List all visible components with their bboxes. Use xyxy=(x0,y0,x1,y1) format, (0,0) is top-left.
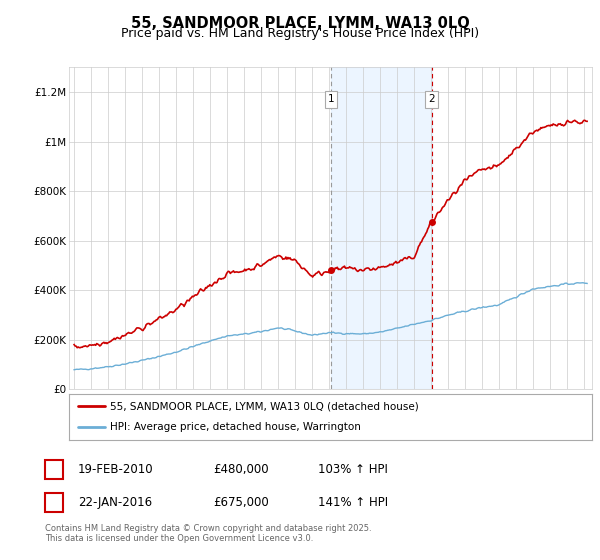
Text: £675,000: £675,000 xyxy=(213,496,269,509)
Bar xyxy=(331,67,431,389)
Text: 103% ↑ HPI: 103% ↑ HPI xyxy=(318,463,388,476)
Text: 2: 2 xyxy=(428,95,435,104)
Text: 2: 2 xyxy=(50,496,58,509)
Text: Price paid vs. HM Land Registry's House Price Index (HPI): Price paid vs. HM Land Registry's House … xyxy=(121,27,479,40)
Text: 1: 1 xyxy=(328,95,334,104)
Text: 141% ↑ HPI: 141% ↑ HPI xyxy=(318,496,388,509)
Text: HPI: Average price, detached house, Warrington: HPI: Average price, detached house, Warr… xyxy=(110,422,361,432)
Text: £480,000: £480,000 xyxy=(213,463,269,476)
Text: 1: 1 xyxy=(50,463,58,476)
Text: 19-FEB-2010: 19-FEB-2010 xyxy=(78,463,154,476)
Text: 22-JAN-2016: 22-JAN-2016 xyxy=(78,496,152,509)
Text: 55, SANDMOOR PLACE, LYMM, WA13 0LQ (detached house): 55, SANDMOOR PLACE, LYMM, WA13 0LQ (deta… xyxy=(110,401,419,411)
Text: 55, SANDMOOR PLACE, LYMM, WA13 0LQ: 55, SANDMOOR PLACE, LYMM, WA13 0LQ xyxy=(131,16,469,31)
Text: Contains HM Land Registry data © Crown copyright and database right 2025.
This d: Contains HM Land Registry data © Crown c… xyxy=(45,524,371,543)
